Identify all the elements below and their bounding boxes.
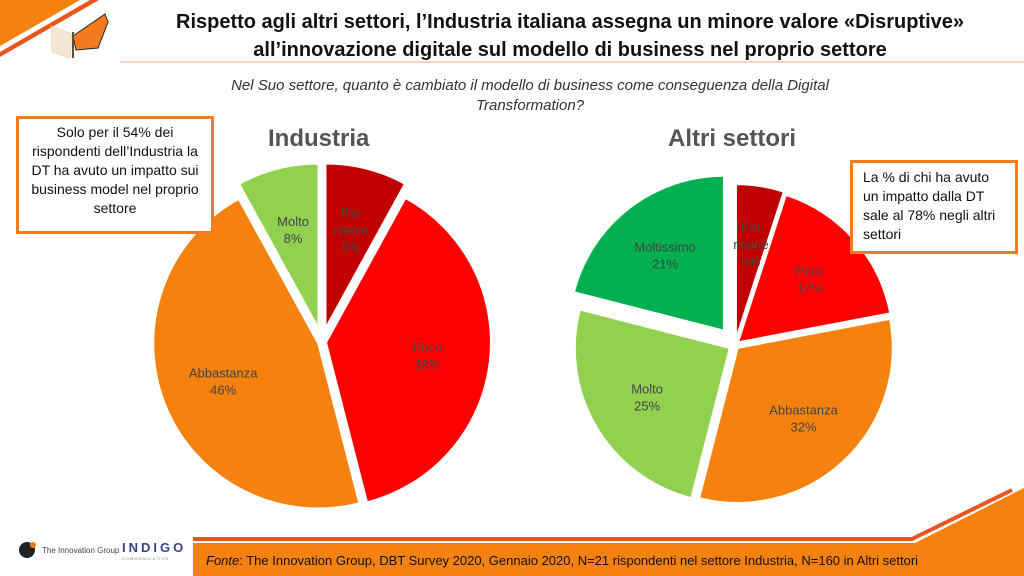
pie-label: Abbastanza 46% [189,366,258,398]
svg-text:The Innovation Group: The Innovation Group [42,546,120,555]
pie-slice-per-niente [324,162,407,329]
pie-label: Poco 17% [795,263,825,295]
butterfly-logo [50,13,109,59]
pie-label: Molto 25% [631,381,663,413]
pie-label: Per niente 5% [733,220,768,269]
pie-slice-molto [237,162,320,329]
footer-bar [193,488,1024,576]
pie-label: Per niente 8% [333,205,368,254]
pie-slice-per-niente [734,183,786,340]
pie-title-altri: Altri settori [668,125,797,152]
pie-industria: Per niente 8% Poco 38% Abbastanza 46% Molto 8% [152,162,492,510]
footer-stripe [193,488,1013,541]
innovation-group-logo: The Innovation Group [19,542,120,558]
corner-triangle [0,0,80,46]
source-label: Fonte [206,553,240,568]
callout-industria: Solo per il 54% dei rispondenti dell’Ind… [16,116,214,234]
svg-text:INDIGO: INDIGO [122,540,186,555]
corner-stripe [0,0,99,57]
indigo-logo: INDIGO COMMUNICATION [122,540,186,561]
callout-altri: La % di chi ha avuto un impatto dalla DT… [850,160,1018,254]
svg-text:COMMUNICATION: COMMUNICATION [122,556,169,561]
pie-slice-poco [324,196,492,504]
pie-label: Abbastanza 32% [769,402,838,434]
pie-slice-abbastanza [152,197,361,510]
pie-slice-molto [573,308,732,500]
pie-label: Molto 8% [277,214,309,246]
pie-slice-moltissimo [572,174,725,333]
pie-altri-settori: Per niente 5% Poco 17% Abbastanza 32% Molto 25% M… [572,174,894,504]
survey-question: Nel Suo settore, quanto è cambiato il mo… [231,77,829,114]
pie-title-industria: Industria [268,125,370,152]
source-text: : The Innovation Group, DBT Survey 2020,… [239,553,919,568]
pie-slice-abbastanza [697,317,894,504]
pie-label: Moltissimo 21% [634,239,695,271]
pie-label: Poco 38% [413,340,443,372]
page-title: Rispetto agli altri settori, l’Industria… [176,11,964,61]
source-note: Fonte: The Innovation Group, DBT Survey … [198,545,1024,576]
